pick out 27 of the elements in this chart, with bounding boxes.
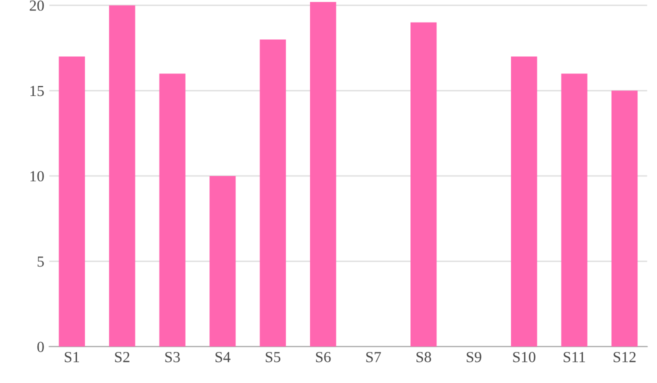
x-tick-label: S6 [316,352,331,362]
bar [159,74,186,347]
y-tick-label: 20 [30,0,44,11]
x-tick-label: S9 [466,352,482,362]
y-tick-label: 0 [37,342,44,352]
bar [310,2,336,347]
bar [210,176,236,347]
y-tick-label: 10 [30,171,44,182]
y-tick-label: 15 [30,86,44,96]
x-tick-label: S12 [614,352,636,362]
x-tick-label: S11 [564,352,585,362]
x-tick-label: S3 [165,352,180,362]
bar [109,5,136,347]
x-tick-label: S7 [366,352,381,362]
bar [561,74,588,347]
x-tick-label: S10 [513,352,536,362]
bar [260,39,286,347]
x-tick-label: S5 [266,352,280,362]
x-tick-label: S2 [115,352,130,362]
x-tick-label: S8 [416,352,432,362]
x-tick-label: S1 [64,352,80,362]
x-tick-label: S4 [216,352,230,362]
bar [58,56,85,347]
bar [410,22,437,347]
bar [510,56,538,347]
bar [611,90,638,347]
y-tick-label: 5 [38,256,44,267]
